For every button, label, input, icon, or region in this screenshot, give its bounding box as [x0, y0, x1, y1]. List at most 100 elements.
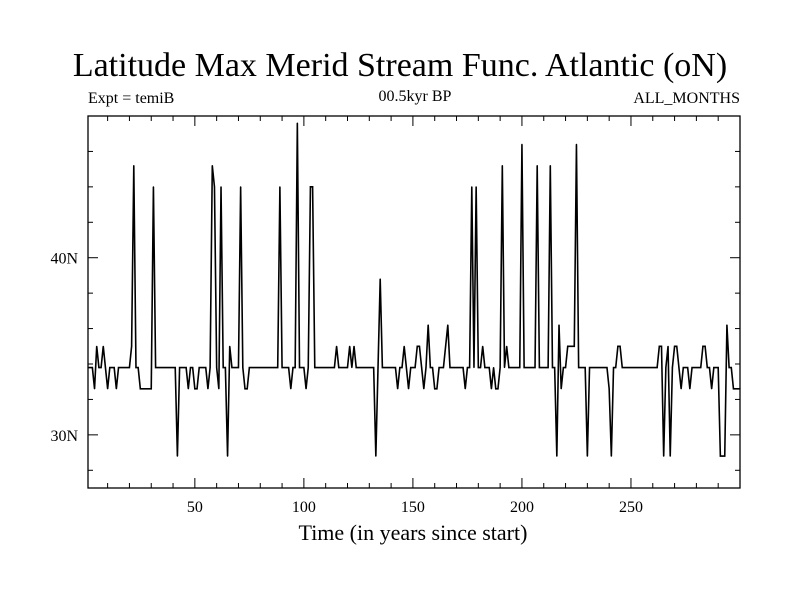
- data-point: [628, 366, 630, 369]
- data-point: [469, 366, 471, 369]
- data-point: [388, 366, 390, 369]
- data-point: [248, 366, 250, 369]
- data-point: [689, 388, 691, 390]
- data-point: [200, 366, 202, 369]
- data-point: [405, 366, 407, 369]
- data-point: [268, 366, 270, 369]
- data-point: [237, 366, 240, 369]
- data-point: [534, 366, 536, 369]
- data-point: [560, 388, 562, 390]
- data-point: [368, 366, 370, 369]
- data-point: [650, 366, 652, 369]
- data-point: [442, 366, 445, 369]
- data-point: [283, 366, 285, 369]
- data-point: [157, 366, 159, 369]
- data-point: [466, 366, 469, 369]
- data-point: [530, 366, 532, 369]
- data-point: [477, 366, 479, 369]
- data-point: [582, 366, 584, 369]
- data-point: [532, 366, 534, 369]
- data-point: [373, 366, 375, 369]
- data-point: [401, 366, 403, 369]
- data-point: [163, 366, 165, 369]
- data-point: [682, 366, 684, 369]
- data-point: [663, 455, 665, 457]
- data-point: [314, 366, 316, 369]
- data-point: [610, 455, 612, 457]
- data-point: [436, 388, 438, 390]
- data-point: [497, 388, 499, 390]
- data-point: [630, 366, 632, 369]
- data-point: [294, 366, 296, 369]
- data-point: [658, 345, 660, 347]
- data-point: [148, 388, 150, 390]
- x-axis-label: Time (in years since start): [299, 520, 528, 545]
- data-point: [427, 324, 429, 326]
- data-point: [259, 366, 261, 369]
- data-point: [124, 366, 126, 369]
- data-point: [697, 366, 700, 369]
- data-point: [706, 366, 708, 369]
- data-point: [562, 366, 564, 369]
- data-point: [205, 366, 207, 369]
- data-point: [536, 165, 538, 167]
- data-point: [569, 345, 571, 347]
- data-point: [155, 366, 157, 369]
- data-point: [687, 366, 689, 369]
- data-point: [126, 366, 128, 369]
- data-point: [421, 366, 423, 369]
- data-point: [231, 366, 233, 369]
- data-point: [235, 366, 237, 369]
- data-point: [342, 366, 344, 369]
- data-point: [331, 366, 333, 369]
- data-point: [226, 455, 229, 457]
- data-point: [292, 366, 294, 369]
- data-point: [449, 366, 451, 369]
- data-point: [549, 165, 551, 167]
- data-point: [290, 388, 292, 390]
- data-point: [602, 366, 604, 369]
- data-point: [274, 366, 277, 369]
- data-point: [301, 366, 303, 369]
- data-point: [486, 366, 488, 369]
- data-point: [377, 366, 379, 369]
- data-point: [492, 366, 495, 369]
- data-point: [87, 366, 89, 369]
- data-point: [196, 388, 198, 390]
- data-point: [484, 366, 486, 369]
- data-point: [257, 366, 259, 369]
- data-point: [506, 345, 508, 347]
- data-point: [525, 366, 527, 369]
- data-point: [178, 366, 181, 369]
- data-point: [98, 366, 100, 369]
- data-point: [567, 345, 569, 347]
- data-point: [584, 366, 586, 369]
- data-point: [545, 366, 547, 369]
- data-point: [499, 366, 501, 369]
- data-point: [708, 366, 711, 369]
- data-point: [399, 366, 401, 369]
- data-point: [229, 345, 231, 347]
- data-point: [355, 366, 357, 369]
- data-point: [296, 122, 298, 124]
- data-point: [207, 388, 209, 390]
- data-point: [447, 324, 449, 326]
- data-point: [673, 345, 676, 347]
- data-point: [96, 345, 98, 347]
- data-point: [174, 366, 176, 369]
- data-point: [344, 366, 346, 369]
- data-point: [111, 366, 113, 369]
- data-point: [647, 366, 650, 369]
- data-point: [554, 366, 556, 369]
- data-point: [370, 366, 373, 369]
- data-point: [327, 366, 329, 369]
- data-point: [711, 388, 713, 390]
- data-point: [724, 455, 726, 457]
- data-point: [680, 388, 682, 390]
- data-point: [482, 345, 484, 347]
- data-point: [218, 388, 220, 390]
- axis-tick-labels: 50 100 150 200 250 30N 40N: [50, 251, 643, 516]
- data-point: [671, 366, 674, 369]
- data-point: [551, 366, 554, 369]
